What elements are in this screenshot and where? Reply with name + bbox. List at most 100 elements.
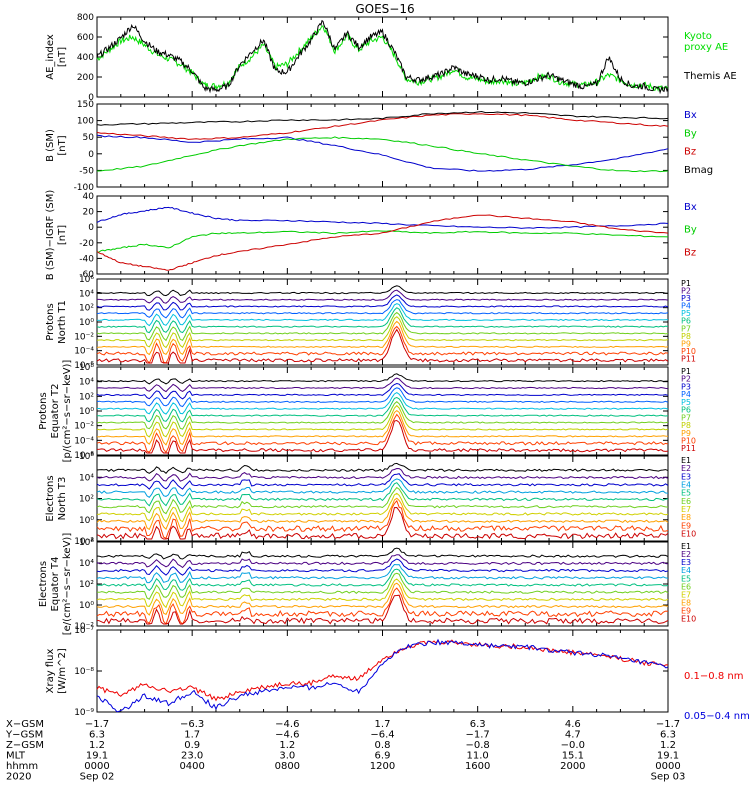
y-tick-label: -60 xyxy=(79,270,94,280)
channel-legend-label: P1 xyxy=(681,367,691,376)
channel-legend-label: P9 xyxy=(681,339,691,348)
channel-line-2 xyxy=(96,554,669,569)
y-tick-label: 10⁸ xyxy=(79,538,94,548)
y-tick-label: 40 xyxy=(83,192,95,202)
y-tick-label: 10⁸ xyxy=(79,452,94,462)
x-row-value: −6.3 xyxy=(180,719,204,730)
panel-3: 40 20 0 -20 -40 -60 B (SM)−IGRF (SM) [nT] Bx By Bz xyxy=(45,190,697,281)
series-line-1 xyxy=(96,25,669,92)
y-tick-label: -20 xyxy=(79,239,94,249)
legend-label: Themis AE xyxy=(683,71,737,82)
x-row-label: Z−GSM xyxy=(6,740,44,751)
y-axis-label: Electrons xyxy=(45,475,56,521)
y-tick-label: 10⁰ xyxy=(79,407,94,417)
panel-frame xyxy=(96,629,669,713)
legend-label: Bx xyxy=(684,202,697,213)
panel-7: 10⁸ 10⁴ 10² 10⁰ 10⁻² Electrons Equator T4 [e/(c… xyxy=(38,533,696,636)
x-row-label: MLT xyxy=(6,751,26,762)
channel-legend-label: E6 xyxy=(681,582,691,591)
y-tick-label: 10⁴ xyxy=(79,378,94,388)
channel-legend-label: P8 xyxy=(681,332,691,341)
channel-line-1 xyxy=(96,462,669,475)
legend-label: 0.05−0.4 nm xyxy=(684,711,750,722)
channel-line-10 xyxy=(96,413,669,454)
y-tick-label: -40 xyxy=(79,254,94,264)
y-axis-label: [nT] xyxy=(57,135,68,155)
channel-legend-label: P8 xyxy=(681,421,691,430)
y-axis-label: Xray flux xyxy=(45,649,56,694)
channel-line-6 xyxy=(97,396,669,423)
y-axis-label: [nT] xyxy=(57,47,68,67)
channel-legend-label: P10 xyxy=(681,436,696,445)
y-tick-label: 10⁻⁴ xyxy=(74,347,94,357)
channel-legend-label: P1 xyxy=(681,279,691,288)
channel-line-4 xyxy=(96,387,669,408)
x-row-value: −4.6 xyxy=(275,730,299,741)
channel-legend-label: E9 xyxy=(681,607,691,616)
y-axis-label: [nT] xyxy=(57,225,68,245)
channel-legend-label: P11 xyxy=(681,444,696,453)
channel-line-8 xyxy=(96,582,669,616)
x-row-value: 0.9 xyxy=(184,740,200,751)
x-row-value: 2000 xyxy=(560,761,585,772)
channel-legend-label: P4 xyxy=(681,302,691,311)
panel-frame xyxy=(96,278,669,366)
x-row-value: 23.0 xyxy=(181,751,203,762)
channel-legend-label: P4 xyxy=(681,390,691,399)
y-tick-label: 0 xyxy=(88,93,94,103)
channel-line-2 xyxy=(97,289,669,304)
channel-line-1 xyxy=(97,285,669,297)
x-row-value: 1.7 xyxy=(375,719,391,730)
channel-line-3 xyxy=(96,473,669,490)
legend-label: Bmag xyxy=(684,165,713,176)
series-line-2 xyxy=(96,638,669,713)
y-tick-label: 10⁻⁸ xyxy=(74,667,94,677)
y-tick-label: 10⁻⁶ xyxy=(74,451,94,461)
channel-line-11 xyxy=(96,328,669,364)
channel-line-3 xyxy=(96,558,669,576)
x-row-value: 19.1 xyxy=(657,751,679,762)
legend-label: Bz xyxy=(684,147,696,158)
channel-legend-label: P2 xyxy=(681,287,691,296)
legend-label: 0.1−0.8 nm xyxy=(684,671,743,682)
channel-legend-label: P9 xyxy=(681,429,691,438)
series-line-1 xyxy=(96,134,669,172)
channel-line-6 xyxy=(96,307,669,334)
y-axis-label: Protons xyxy=(38,392,49,429)
channel-legend-label: E1 xyxy=(681,456,691,465)
y-tick-label: 10² xyxy=(79,304,94,314)
y-axis-label: Equator T4 xyxy=(50,557,61,612)
channel-legend-label: P6 xyxy=(681,406,691,415)
y-tick-label: 10⁰ xyxy=(79,318,94,328)
y-tick-label: 10⁰ xyxy=(79,601,94,611)
channel-legend-label: E5 xyxy=(681,574,691,583)
channel-line-4 xyxy=(96,563,669,584)
channel-line-8 xyxy=(96,316,669,349)
series-line-3 xyxy=(96,214,669,271)
y-axis-label: Electrons xyxy=(38,561,49,607)
y-tick-label: 50 xyxy=(83,133,95,143)
channel-legend-label: E8 xyxy=(681,513,691,522)
y-tick-label: 10² xyxy=(79,495,94,505)
series-line-1 xyxy=(96,639,669,702)
channel-legend-label: E9 xyxy=(681,521,691,530)
panel-frame xyxy=(96,195,669,275)
channel-line-8 xyxy=(96,404,669,438)
y-tick-label: 10⁰ xyxy=(79,516,94,526)
y-tick-label: 0 xyxy=(88,150,94,160)
y-axis-label: AE_index xyxy=(45,34,56,80)
y-tick-label: 10⁻⁷ xyxy=(74,626,94,636)
x-row-value: 0000 xyxy=(84,761,109,772)
y-axis-label: [p/(cm²−s−sr−keV)] xyxy=(62,360,73,463)
channel-line-1 xyxy=(96,547,669,560)
channel-legend-label: E2 xyxy=(681,464,691,473)
y-tick-label: -50 xyxy=(79,166,94,176)
channel-legend-label: E2 xyxy=(681,550,691,559)
channel-legend-label: P2 xyxy=(681,375,691,384)
channel-legend-label: E10 xyxy=(681,530,696,539)
y-axis-label: Protons xyxy=(45,303,56,340)
x-row-value: −4.6 xyxy=(275,719,299,730)
x-row-value: −1.7 xyxy=(466,730,490,741)
